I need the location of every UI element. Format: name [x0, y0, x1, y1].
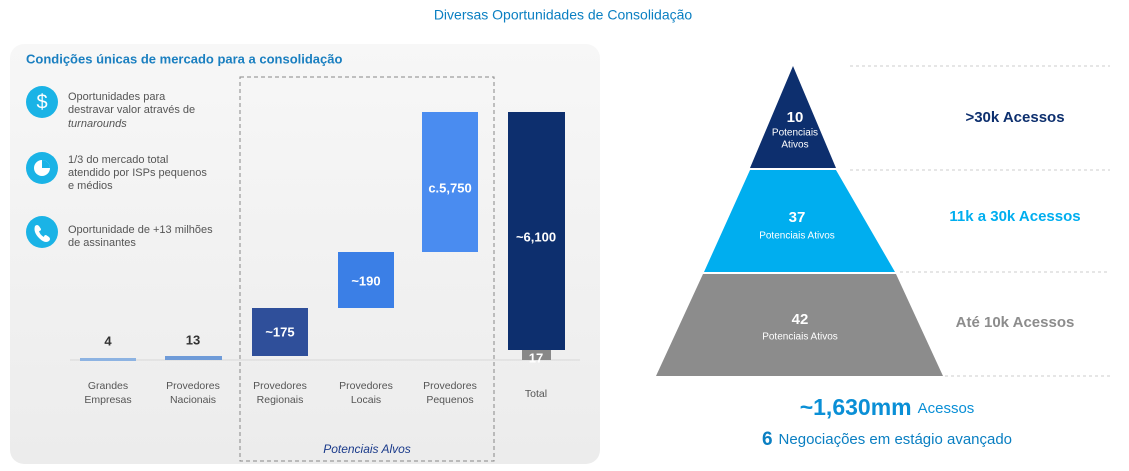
bar-value: c.5,750: [428, 180, 471, 195]
category-label: Provedores: [339, 380, 393, 392]
bar: [338, 252, 394, 308]
tier-count: 37: [789, 209, 806, 226]
tier-count: 10: [787, 109, 804, 126]
point-line: turnarounds: [68, 118, 127, 130]
guides: [850, 65, 1110, 377]
title: Diversas Oportunidades de Consolidação: [434, 7, 693, 23]
category-label: Regionais: [257, 394, 304, 406]
category-label: Provedores: [423, 380, 477, 392]
category-label: Empresas: [84, 394, 131, 406]
bar-base: [522, 350, 551, 360]
bar-value: 13: [186, 332, 200, 347]
tier-caption: Potenciais Ativos: [759, 231, 835, 242]
point-line: atendido por ISPs pequenos: [68, 167, 207, 179]
bar: [508, 112, 565, 350]
group-label: Potenciais Alvos: [323, 442, 411, 456]
bar-value: ~6,100: [516, 229, 556, 244]
bar-value: 4: [104, 333, 112, 348]
pyramid-tier: [656, 274, 943, 376]
icon-glyph: [34, 225, 50, 242]
tier-label: 11k a 30k Acessos: [949, 208, 1080, 225]
target-group: [239, 76, 495, 462]
panel-heading: Condições únicas de mercado para a conso…: [26, 51, 342, 66]
bar: [80, 358, 136, 361]
point-line: destravar valor através de: [68, 104, 195, 116]
point-line: Oportunidade de +13 milhões: [68, 224, 213, 236]
point-line: Oportunidades para: [68, 91, 166, 103]
pyramid-tier: [750, 66, 836, 168]
category-label: Total: [525, 388, 547, 400]
pyramid-tier: [704, 170, 895, 272]
icon-glyph: [42, 160, 50, 168]
category-label: Grandes: [88, 380, 128, 392]
tier-label: >30k Acessos: [965, 109, 1064, 126]
icon-glyph: $: [36, 91, 47, 113]
category-label: Provedores: [253, 380, 307, 392]
summary-value: ~1,630mm: [800, 394, 912, 420]
bar-value: 17: [529, 350, 543, 365]
category-label: Locais: [351, 394, 381, 406]
bar-value: ~190: [351, 273, 380, 288]
summary-text: Negociações em estágio avançado: [779, 431, 1012, 448]
bar: [165, 356, 222, 360]
summary-value: 6: [762, 429, 773, 450]
point-line: de assinantes: [68, 237, 136, 249]
summary-text: Acessos: [918, 400, 975, 417]
category-label: Nacionais: [170, 394, 216, 406]
category-label: Provedores: [166, 380, 220, 392]
tier-label: Até 10k Acessos: [956, 314, 1075, 331]
category-label: Pequenos: [426, 394, 473, 406]
icon-phone: [26, 216, 58, 248]
bar: [422, 112, 478, 252]
bar: [252, 308, 308, 356]
tier-count: 42: [792, 311, 809, 328]
tier-caption: Potenciais Ativos: [762, 332, 838, 343]
summary-line: ~1,630mm Acessos: [800, 394, 975, 420]
tier-caption: Ativos: [781, 140, 808, 151]
summary-line: 6 Negociações em estágio avançado: [762, 429, 1012, 450]
point-line: e médios: [68, 180, 113, 192]
icon-dollar: [26, 86, 58, 118]
tier-caption: Potenciais: [772, 128, 818, 139]
bar-value: ~175: [265, 324, 294, 339]
point-line: 1/3 do mercado total: [68, 154, 168, 166]
